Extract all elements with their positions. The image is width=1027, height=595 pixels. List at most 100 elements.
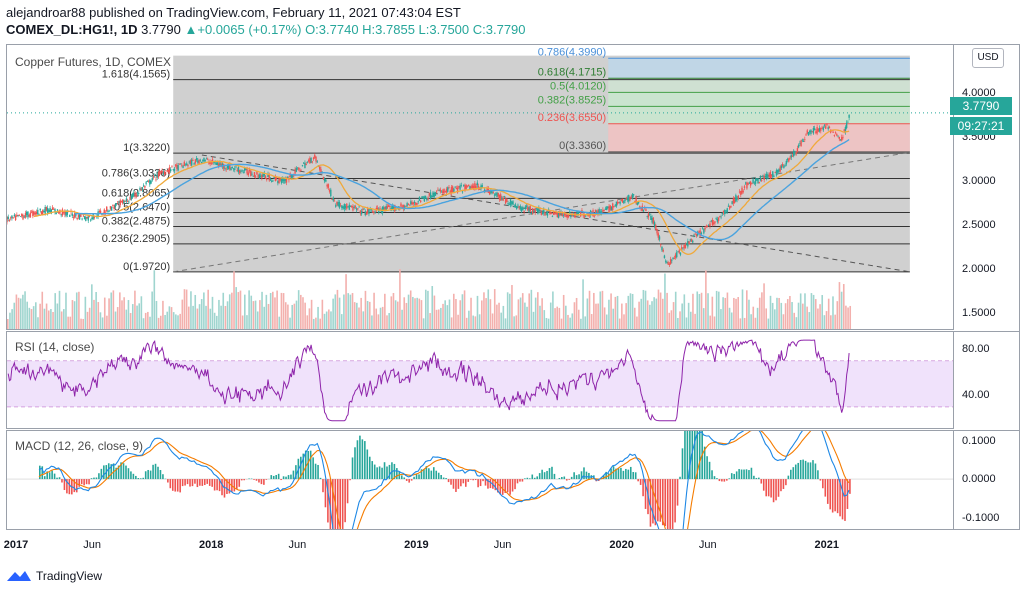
volume-bar <box>88 307 91 329</box>
candle-body <box>687 240 689 247</box>
currency-button[interactable]: USD <box>972 48 1004 68</box>
macd-histogram-bar <box>366 449 369 480</box>
candle-body <box>538 207 540 213</box>
macd-histogram-bar <box>445 478 447 480</box>
volume-bar <box>116 307 119 329</box>
volume-bar <box>689 311 692 329</box>
volume-bar <box>108 298 110 329</box>
macd-histogram-bar <box>666 479 669 529</box>
macd-histogram-bar <box>408 479 410 483</box>
macd-histogram-bar <box>841 479 844 520</box>
volume-bar <box>694 313 696 329</box>
volume-bar <box>806 306 808 329</box>
macd-histogram-bar <box>605 471 607 480</box>
macd-histogram-bar <box>767 479 770 497</box>
candle-body <box>520 207 523 212</box>
candle-body <box>564 212 566 216</box>
fib-extension-label: 0.618(4.1715) <box>538 66 607 78</box>
candle-body <box>699 230 701 237</box>
candle-body <box>112 204 114 206</box>
volume-bar <box>580 318 582 329</box>
volume-bar <box>231 292 233 329</box>
macd-histogram-bar <box>430 470 433 480</box>
candle-body <box>837 135 839 137</box>
volume-bar <box>448 299 451 329</box>
candle-body <box>246 169 248 174</box>
price-scale[interactable]: 4.0000 3.5000 3.0000 2.5000 2.0000 1.5000 <box>954 44 1020 331</box>
candle-body <box>459 185 461 190</box>
candle-body <box>133 192 135 196</box>
volume-bar <box>825 311 828 329</box>
candle-body <box>543 208 545 214</box>
volume-bar <box>295 300 298 329</box>
candle-body <box>461 191 464 193</box>
candle-body <box>245 168 247 171</box>
volume-bar <box>838 282 841 329</box>
macd-histogram-bar <box>53 473 56 480</box>
candle-body <box>518 205 520 209</box>
macd-histogram-bar <box>526 477 529 480</box>
macd-histogram-bar <box>652 479 654 524</box>
candle-body <box>533 210 535 213</box>
candle-body <box>28 215 30 217</box>
volume-bar <box>179 313 181 329</box>
volume-bar <box>228 294 231 329</box>
candle-body <box>770 175 773 177</box>
volume-bar <box>259 300 261 329</box>
macd-pane[interactable]: MACD (12, 26, close, 9) <box>6 430 954 530</box>
candle-body <box>705 225 708 227</box>
rsi-scale[interactable]: 80.00 40.00 <box>954 331 1020 430</box>
price-pane[interactable]: 0(3.3360) 0.236(3.6550) 0.382(3.8525) 0.5(4… <box>6 44 954 330</box>
volume-bar <box>726 292 729 329</box>
volume-bar <box>601 290 604 329</box>
volume-bar <box>289 317 291 329</box>
candle-body <box>562 214 565 216</box>
macd-histogram-bar <box>191 479 194 487</box>
candle-body <box>402 204 405 210</box>
fib-extension-zone <box>608 78 910 93</box>
volume-bar <box>534 297 537 329</box>
candle-body <box>683 245 685 249</box>
volume-bar <box>321 299 324 329</box>
candle-body <box>194 159 197 164</box>
volume-bar <box>37 317 39 329</box>
candle-body <box>204 160 206 161</box>
candle-body <box>209 161 211 164</box>
candle-body <box>256 171 258 175</box>
candle-body <box>49 207 51 213</box>
candle-body <box>458 186 460 188</box>
macd-histogram-bar <box>558 477 561 480</box>
macd-histogram-bar <box>233 479 236 492</box>
macd-histogram-bar <box>174 479 177 492</box>
time-tick-label: 2021 <box>814 539 840 551</box>
candle-body <box>131 193 134 198</box>
candle-body <box>171 165 173 167</box>
macd-histogram-bar <box>167 479 169 483</box>
candle-body <box>90 219 92 221</box>
volume-bar <box>127 300 130 329</box>
macd-histogram-bar <box>807 462 809 480</box>
candle-body <box>77 214 80 218</box>
candle-body <box>327 184 330 188</box>
macd-histogram-bar <box>482 479 484 482</box>
macd-histogram-bar <box>479 479 482 487</box>
volume-bar <box>653 297 655 329</box>
macd-histogram-bar <box>221 479 223 496</box>
macd-histogram-bar <box>135 475 137 480</box>
candle-body <box>283 179 285 184</box>
candle-body <box>232 168 235 170</box>
macd-histogram-bar <box>548 468 551 480</box>
macd-scale[interactable]: 0.1000 0.0000 -0.1000 <box>954 430 1020 530</box>
volume-bar <box>418 298 421 329</box>
candle-body <box>16 214 18 217</box>
candle-body <box>14 215 17 221</box>
candle-body <box>37 209 39 215</box>
macd-histogram-bar <box>602 474 605 480</box>
fib-extension-zone <box>608 58 910 79</box>
candle-body <box>323 178 326 182</box>
rsi-pane[interactable]: RSI (14, close) <box>6 331 954 429</box>
candle-body <box>496 192 498 197</box>
candle-body <box>616 201 619 204</box>
macd-histogram-bar <box>575 475 578 480</box>
macd-histogram-bar <box>371 461 374 480</box>
